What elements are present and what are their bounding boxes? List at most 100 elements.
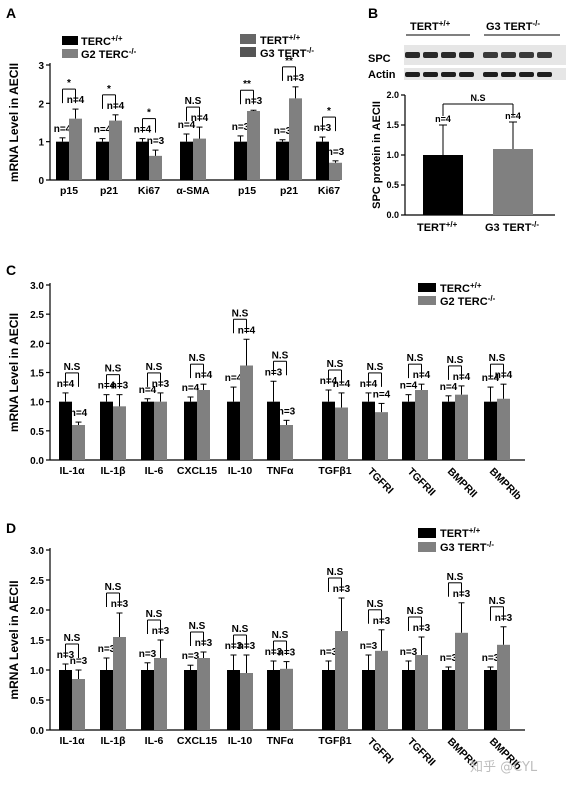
- significance-label-D: N.S: [367, 599, 384, 610]
- bar-B-1: [493, 149, 533, 215]
- bar-C-0-10: [484, 401, 497, 460]
- significance-label-C: N.S: [64, 362, 81, 373]
- y-tick-label-D: 1.5: [30, 636, 44, 647]
- panel-label-C: C: [6, 262, 16, 278]
- bar-D-1-0: [72, 679, 85, 730]
- n-label-C: n=3: [278, 406, 296, 417]
- category-label-A: α-SMA: [176, 185, 210, 197]
- bar-A-1-5: [289, 98, 302, 180]
- bar-D-1-10: [497, 644, 510, 730]
- bar-D-1-7: [375, 650, 388, 730]
- bar-C-0-2: [141, 401, 154, 460]
- n-label-A: n=3: [232, 122, 250, 133]
- y-tick-label-B: 0.0: [386, 210, 399, 220]
- bar-A-0-0: [56, 141, 69, 180]
- n-label-C: n=4: [373, 389, 391, 400]
- y-tick-label-B: 0.5: [386, 180, 399, 190]
- bar-D-0-8: [402, 670, 415, 730]
- significance-label-C: N.S: [232, 308, 249, 319]
- bar-C-0-9: [442, 401, 455, 460]
- blot-band-spc: [537, 52, 552, 58]
- bar-C-1-9: [455, 394, 468, 460]
- y-tick-label-D: 2.5: [30, 576, 44, 587]
- y-tick-label-D: 1.0: [30, 666, 44, 677]
- category-label-D: TGFRII: [405, 736, 438, 769]
- legend-label-A-1: G2 TERC-/-: [81, 47, 137, 61]
- significance-label-C: N.S: [272, 350, 289, 361]
- bar-D-1-6: [335, 631, 348, 730]
- blot-band-actin: [405, 72, 420, 77]
- significance-label-D: N.S: [447, 572, 464, 583]
- bar-C-0-4: [227, 401, 240, 460]
- category-label-D: IL-10: [228, 735, 253, 747]
- bar-A-0-4: [234, 141, 247, 180]
- y-tick-label-A: 2: [38, 99, 44, 110]
- bar-C-0-1: [100, 401, 113, 460]
- bar-D-0-6: [322, 670, 335, 730]
- y-axis-label-D: mRNA Level in AECII: [7, 580, 21, 699]
- bar-C-1-1: [113, 406, 126, 460]
- legend-label-C-0: TERC+/+: [440, 281, 482, 295]
- blot-band-actin: [459, 72, 474, 77]
- significance-label-D: N.S: [272, 630, 289, 641]
- y-tick-label-C: 1.5: [30, 369, 44, 380]
- y-tick-label-D: 0.0: [30, 726, 44, 737]
- category-label-C: IL-10: [228, 465, 253, 477]
- bar-A-1-2: [149, 155, 162, 180]
- bar-D-0-7: [362, 670, 375, 730]
- category-label-C: TNFα: [267, 465, 294, 477]
- bar-C-0-3: [184, 401, 197, 460]
- y-axis-label-B: SPC protein in AECII: [371, 101, 383, 209]
- legend-swatch-D-1: [418, 542, 436, 552]
- y-axis-label-C: mRNA Level in AECII: [7, 313, 21, 432]
- y-tick-label-C: 3.0: [30, 281, 44, 292]
- n-label-D: n=3: [482, 653, 500, 664]
- blot-row-label-B-1: Actin: [368, 69, 396, 81]
- bar-D-0-3: [184, 670, 197, 730]
- category-label-C: TGFRII: [405, 466, 438, 499]
- bar-A-0-6: [316, 141, 329, 180]
- significance-label-C: N.S: [367, 362, 384, 373]
- y-tick-label-D: 0.5: [30, 696, 44, 707]
- significance-label-C: N.S: [407, 353, 424, 364]
- y-axis-label-A: mRNA Level in AECII: [7, 63, 21, 182]
- n-label-C: n=4: [182, 383, 200, 394]
- blot-band-spc: [441, 52, 456, 58]
- y-tick-label-A: 3: [38, 61, 44, 72]
- n-label-A: n=4: [94, 125, 112, 136]
- category-label-C: BMPRIb: [487, 466, 524, 503]
- blot-band-actin: [501, 72, 516, 77]
- n-label-A: n=3: [147, 136, 165, 147]
- n-label-D: n=3: [98, 644, 116, 655]
- y-tick-label-C: 0.0: [30, 456, 44, 467]
- n-label-C: n=4: [400, 381, 418, 392]
- n-label-A: n=4: [178, 120, 196, 131]
- y-tick-label-D: 2.0: [30, 606, 44, 617]
- legend-label-A-2: TERT+/+: [260, 33, 301, 47]
- category-label-C: IL-6: [145, 465, 164, 477]
- bar-C-0-0: [59, 401, 72, 460]
- n-label-A: n=3: [327, 147, 345, 158]
- bar-A-0-3: [180, 141, 193, 180]
- legend-label-D-1: G3 TERT-/-: [440, 540, 494, 554]
- category-label-A: p15: [238, 185, 256, 197]
- category-label-C: BMPRII: [445, 466, 480, 501]
- category-label-D: TNFα: [267, 735, 294, 747]
- watermark: 知乎 @CYL: [470, 760, 538, 775]
- legend-swatch-A-2: [240, 34, 256, 44]
- panel-label-B: B: [368, 5, 378, 21]
- blot-band-spc: [405, 52, 420, 58]
- n-label-C: n=4: [139, 385, 157, 396]
- significance-label-D: N.S: [64, 633, 81, 644]
- blot-band-actin: [483, 72, 498, 77]
- legend-label-C-1: G2 TERC-/-: [440, 294, 496, 308]
- y-tick-label-B: 2.0: [386, 90, 399, 100]
- significance-label-A: **: [243, 79, 251, 90]
- n-label-C: n=4: [70, 408, 88, 419]
- blot-band-actin: [519, 72, 534, 77]
- significance-label-A: *: [327, 106, 331, 117]
- bar-D-0-2: [141, 670, 154, 730]
- bar-B-0: [423, 155, 463, 215]
- category-label-B-0: TERT+/+: [417, 220, 458, 234]
- n-label-C: n=4: [333, 379, 351, 390]
